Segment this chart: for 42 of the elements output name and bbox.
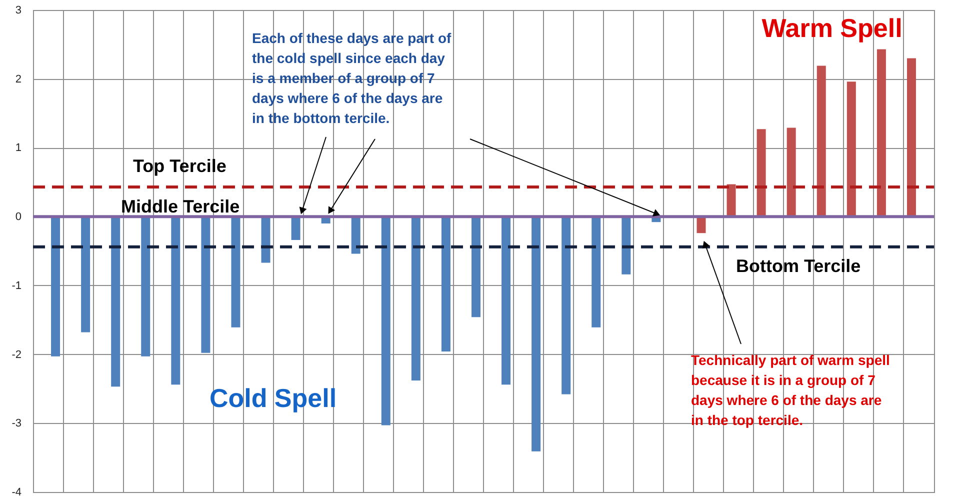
bar (261, 216, 270, 263)
y-tick-label: -3 (12, 418, 22, 430)
bar (111, 216, 120, 387)
bar (471, 216, 480, 318)
bar (786, 128, 796, 217)
bar (876, 49, 886, 217)
y-tick-label: 0 (15, 211, 22, 224)
bar (411, 216, 420, 380)
bar (846, 82, 856, 217)
bar (756, 129, 766, 217)
y-tick-label: 1 (15, 142, 22, 154)
annotation: Technically part of warm spell because it is in a group of 7 days where 6 of the days are in the top tercile. (691, 352, 890, 428)
bar (502, 216, 511, 385)
y-tick-label: 3 (15, 4, 22, 16)
bar (816, 66, 826, 217)
annotation: Each of these days are part of the cold spell since each day is a member of a group of 7 days where 6 of the days are in the bottom tercile. (252, 30, 452, 126)
bar (441, 216, 450, 352)
bar (532, 216, 541, 452)
ref-line-label: Top Tercile (133, 156, 226, 176)
ref-line-label: Middle Tercile (121, 196, 240, 217)
bar (201, 216, 210, 353)
bar (592, 216, 601, 328)
bar (291, 216, 300, 240)
bar (351, 216, 360, 254)
bar (81, 216, 90, 332)
annotation: Warm Spell (762, 13, 902, 43)
annotation: Cold Spell (209, 383, 337, 413)
bar (622, 216, 631, 274)
bar (171, 216, 180, 385)
bar (141, 216, 150, 356)
y-tick-label: -1 (12, 280, 22, 292)
bar (696, 216, 706, 234)
bar (906, 58, 916, 217)
y-tick-label: -4 (12, 486, 22, 498)
bar (51, 216, 60, 356)
bar (381, 216, 390, 426)
bar (726, 184, 736, 217)
bar (562, 216, 571, 394)
bar (231, 216, 240, 328)
y-tick-label: -2 (12, 348, 22, 361)
y-tick-label: 2 (15, 73, 22, 86)
ref-line-label: Bottom Tercile (736, 256, 861, 276)
